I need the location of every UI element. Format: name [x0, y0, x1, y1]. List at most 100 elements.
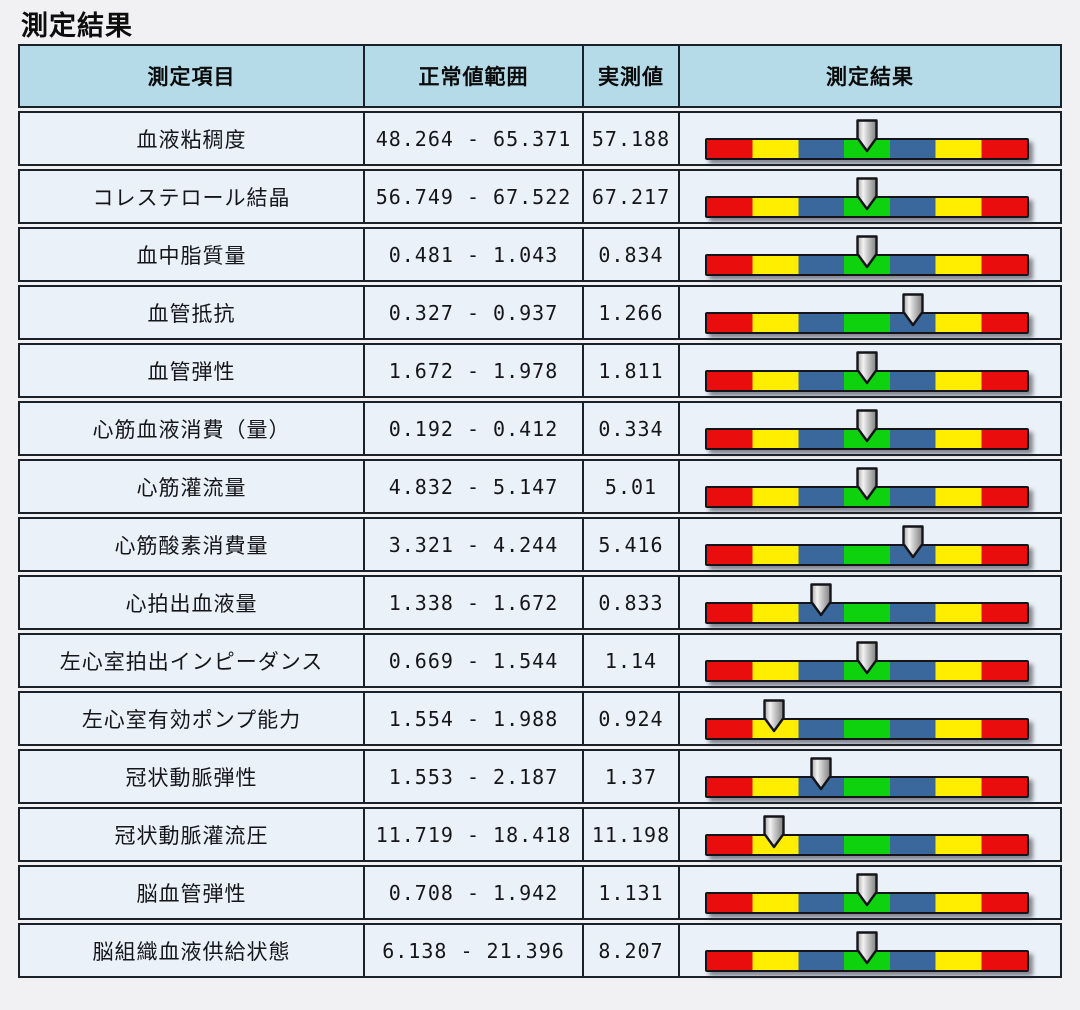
down-arrow-icon: [856, 119, 878, 153]
result-indicator: [680, 461, 1060, 512]
down-arrow-icon: [902, 293, 925, 327]
measured-value: 5.01: [604, 474, 658, 499]
measurement-item-label: 心筋血液消費（量）: [92, 418, 291, 442]
measured-value: 1.131: [598, 880, 664, 905]
result-indicator-cell: [678, 345, 1060, 396]
measurement-results-table: 測定項目 正常値範囲 実測値 測定結果 血液粘稠度 48.264 - 65.37…: [18, 44, 1062, 978]
measured-value-cell: 5.416: [582, 519, 678, 570]
down-arrow-icon: [763, 699, 786, 733]
table-row: 血管弾性 1.672 - 1.978 1.811: [18, 343, 1062, 398]
down-arrow-icon: [809, 583, 832, 617]
measurement-item-label: 血液粘稠度: [136, 128, 247, 152]
normal-range-cell: 1.338 - 1.672: [363, 577, 582, 628]
measured-value-cell: 0.833: [582, 577, 678, 628]
table-row: 血管抵抗 0.327 - 0.937 1.266: [18, 285, 1062, 340]
result-indicator-cell: [678, 867, 1060, 918]
measurement-item-label: 心筋灌流量: [136, 476, 247, 500]
result-scale-bar: [705, 602, 1029, 624]
result-scale-bar: [705, 834, 1029, 856]
header-result: 測定結果: [678, 46, 1060, 106]
result-indicator: [680, 635, 1060, 686]
measured-value-cell: 1.131: [582, 867, 678, 918]
normal-range-cell: 0.669 - 1.544: [363, 635, 582, 686]
result-indicator-cell: [678, 461, 1060, 512]
measured-value: 8.207: [598, 938, 664, 963]
down-arrow-icon: [856, 351, 878, 385]
table-row: 血中脂質量 0.481 - 1.043 0.834: [18, 227, 1062, 282]
normal-range-cell: 0.481 - 1.043: [363, 229, 582, 280]
normal-range-value: 0.669 - 1.544: [388, 648, 559, 673]
measured-value-cell: 1.811: [582, 345, 678, 396]
result-scale-bar: [705, 776, 1029, 798]
measurement-item-cell: 脳組織血液供給状態: [20, 925, 363, 976]
normal-range-value: 48.264 - 65.371: [375, 126, 572, 151]
result-indicator: [680, 693, 1060, 744]
normal-range-cell: 1.672 - 1.978: [363, 345, 582, 396]
result-indicator: [680, 113, 1060, 164]
normal-range-value: 11.719 - 18.418: [375, 822, 572, 847]
table-row: 心筋灌流量 4.832 - 5.147 5.01: [18, 459, 1062, 514]
measurement-item-label: 脳組織血液供給状態: [92, 940, 291, 964]
measurement-item-label: 血管抵抗: [147, 302, 236, 326]
measured-value: 1.14: [604, 648, 658, 673]
down-arrow-icon: [856, 177, 878, 211]
table-row: 左心室有効ポンプ能力 1.554 - 1.988 0.924: [18, 691, 1062, 746]
down-arrow-icon: [856, 467, 878, 501]
normal-range-value: 0.327 - 0.937: [388, 300, 559, 325]
normal-range-cell: 0.327 - 0.937: [363, 287, 582, 338]
measured-value-cell: 8.207: [582, 925, 678, 976]
table-row: 心拍出血液量 1.338 - 1.672 0.833: [18, 575, 1062, 630]
measured-value-cell: 5.01: [582, 461, 678, 512]
normal-range-cell: 4.832 - 5.147: [363, 461, 582, 512]
measured-value: 0.924: [598, 706, 664, 731]
measurement-item-cell: 冠状動脈弾性: [20, 751, 363, 802]
measurement-item-cell: 脳血管弾性: [20, 867, 363, 918]
measured-value: 1.37: [604, 764, 658, 789]
table-row: 冠状動脈灌流圧 11.719 - 18.418 11.198: [18, 807, 1062, 862]
result-indicator: [680, 577, 1060, 628]
normal-range-value: 3.321 - 4.244: [388, 532, 559, 557]
measurement-item-cell: 心拍出血液量: [20, 577, 363, 628]
result-indicator-cell: [678, 403, 1060, 454]
measurement-item-cell: 左心室有効ポンプ能力: [20, 693, 363, 744]
result-indicator-cell: [678, 693, 1060, 744]
table-row: コレステロール結晶 56.749 - 67.522 67.217: [18, 169, 1062, 224]
result-indicator: [680, 519, 1060, 570]
measurement-item-cell: 冠状動脈灌流圧: [20, 809, 363, 860]
result-indicator: [680, 867, 1060, 918]
normal-range-cell: 0.708 - 1.942: [363, 867, 582, 918]
measurement-item-cell: コレステロール結晶: [20, 171, 363, 222]
measured-value-cell: 0.924: [582, 693, 678, 744]
measured-value: 5.416: [598, 532, 664, 557]
down-arrow-icon: [856, 873, 878, 907]
measured-value: 1.266: [598, 300, 664, 325]
down-arrow-icon: [856, 641, 878, 675]
down-arrow-icon: [809, 757, 832, 791]
measurement-item-label: 血管弾性: [147, 360, 236, 384]
result-indicator: [680, 229, 1060, 280]
table-header-row: 測定項目 正常値範囲 実測値 測定結果: [18, 44, 1062, 108]
measured-value: 57.188: [591, 126, 671, 151]
result-indicator-cell: [678, 519, 1060, 570]
measurement-item-label: 心拍出血液量: [125, 592, 258, 616]
normal-range-cell: 11.719 - 18.418: [363, 809, 582, 860]
measured-value-cell: 67.217: [582, 171, 678, 222]
result-indicator-cell: [678, 925, 1060, 976]
table-row: 冠状動脈弾性 1.553 - 2.187 1.37: [18, 749, 1062, 804]
result-indicator-cell: [678, 287, 1060, 338]
normal-range-value: 4.832 - 5.147: [388, 474, 559, 499]
down-arrow-icon: [856, 409, 878, 443]
normal-range-value: 6.138 - 21.396: [382, 938, 565, 963]
measured-value: 0.833: [598, 590, 664, 615]
measurement-item-label: 左心室有効ポンプ能力: [81, 708, 302, 732]
normal-range-value: 1.672 - 1.978: [388, 358, 559, 383]
measured-value-cell: 11.198: [582, 809, 678, 860]
measurement-item-label: 血中脂質量: [136, 244, 247, 268]
normal-range-value: 56.749 - 67.522: [375, 184, 572, 209]
normal-range-value: 1.553 - 2.187: [388, 764, 559, 789]
down-arrow-icon: [902, 525, 925, 559]
result-scale-bar: [705, 544, 1029, 566]
result-indicator-cell: [678, 809, 1060, 860]
measured-value-cell: 0.834: [582, 229, 678, 280]
normal-range-value: 0.481 - 1.043: [388, 242, 559, 267]
